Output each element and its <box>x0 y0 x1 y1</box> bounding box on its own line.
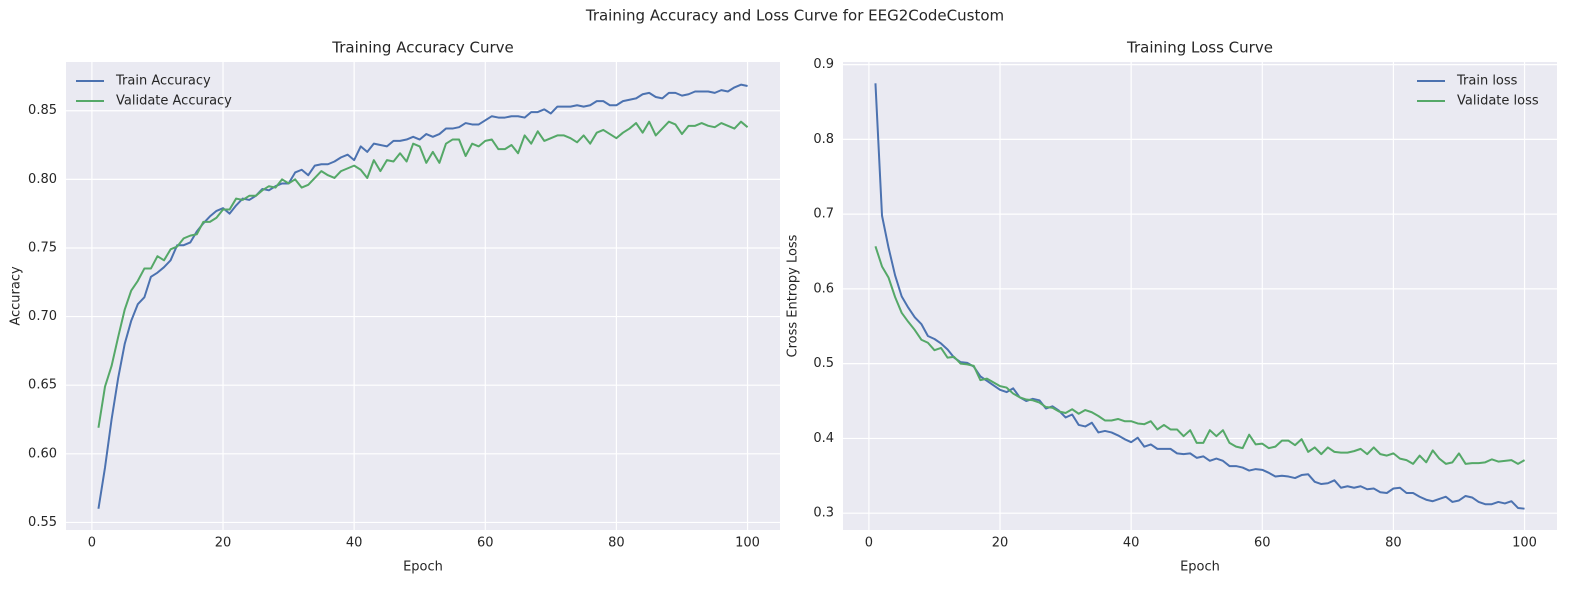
x-tick-label: 80 <box>608 536 625 551</box>
y-axis-label: Cross Entropy Loss <box>786 234 801 357</box>
x-tick-label: 100 <box>735 536 760 551</box>
x-tick-label: 60 <box>1254 536 1271 551</box>
x-tick-label: 100 <box>1512 536 1537 551</box>
legend-label: Validate Accuracy <box>116 94 232 109</box>
x-tick-label: 0 <box>865 536 873 551</box>
x-tick-label: 80 <box>1385 536 1402 551</box>
x-axis-label: Epoch <box>1180 560 1220 575</box>
y-tick-label: 0.55 <box>28 515 57 530</box>
y-tick-label: 0.60 <box>28 446 57 461</box>
y-tick-label: 0.3 <box>813 506 834 521</box>
y-tick-label: 0.7 <box>813 207 834 222</box>
line-series <box>97 83 748 509</box>
x-tick-label: 60 <box>477 536 494 551</box>
y-tick-label: 0.65 <box>28 378 57 393</box>
x-tick-label: 40 <box>1123 536 1140 551</box>
legend-label: Train Accuracy <box>115 74 211 89</box>
chart-title: Training Accuracy Curve <box>331 39 513 57</box>
y-tick-label: 0.9 <box>813 57 834 72</box>
legend-label: Train loss <box>1456 74 1518 89</box>
line-series <box>874 245 1526 465</box>
x-tick-label: 20 <box>215 536 232 551</box>
y-tick-label: 0.6 <box>813 281 834 296</box>
x-tick-label: 40 <box>346 536 363 551</box>
plot-area <box>843 62 1557 530</box>
line-series <box>97 120 749 428</box>
y-axis-label: Accuracy <box>9 266 24 326</box>
y-tick-label: 0.75 <box>28 240 57 255</box>
y-tick-label: 0.4 <box>813 431 834 446</box>
x-axis-label: Epoch <box>403 560 443 575</box>
x-tick-label: 0 <box>88 536 96 551</box>
y-tick-label: 0.85 <box>28 103 57 118</box>
y-tick-label: 0.8 <box>813 132 834 147</box>
chart-title: Training Loss Curve <box>1126 39 1273 57</box>
y-tick-label: 0.70 <box>28 309 57 324</box>
figure-title: Training Accuracy and Loss Curve for EEG… <box>585 7 1004 25</box>
y-tick-label: 0.5 <box>813 356 834 371</box>
plot-area <box>66 62 780 530</box>
legend-label: Validate loss <box>1457 94 1539 109</box>
y-tick-label: 0.80 <box>28 172 57 187</box>
x-tick-label: 20 <box>992 536 1009 551</box>
